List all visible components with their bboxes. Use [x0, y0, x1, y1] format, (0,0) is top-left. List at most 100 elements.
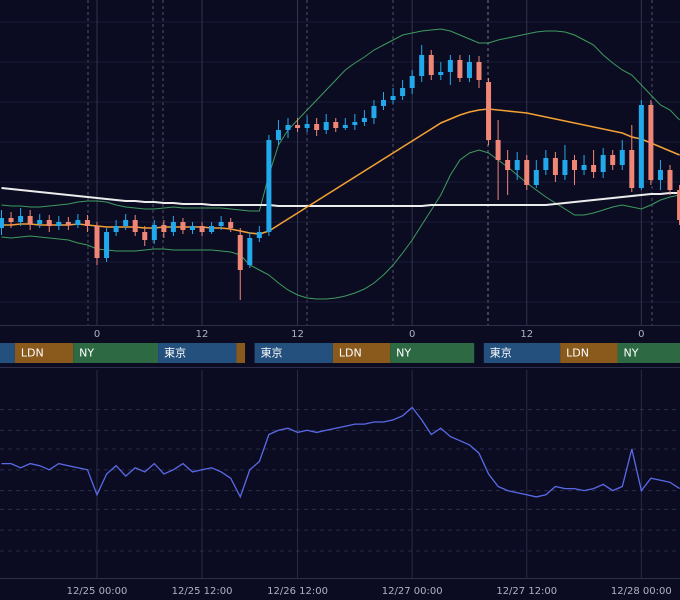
x-tick-label: 0 [409, 329, 415, 340]
candle-body [170, 222, 176, 232]
candle-body [447, 60, 453, 72]
candle-body [371, 106, 377, 118]
candle-body [505, 160, 511, 170]
candle-body [8, 218, 14, 222]
session-block [158, 343, 237, 363]
candle-body [266, 140, 272, 232]
candle-body [524, 160, 530, 185]
x-tick-label: 12/25 00:00 [67, 586, 128, 597]
candle-body [400, 88, 406, 96]
session-label: 東京 [164, 346, 186, 360]
session-block [483, 343, 561, 363]
candle-body [572, 160, 577, 170]
session-label: NY [79, 347, 94, 360]
session-label: LDN [21, 347, 44, 360]
candle-body [667, 170, 673, 190]
candle-body [466, 62, 472, 78]
x-tick-label: 12/28 00:00 [611, 586, 672, 597]
x-tick-label: 0 [638, 329, 644, 340]
candle-body [75, 220, 81, 225]
candle-body [151, 225, 157, 240]
candle-body [304, 124, 310, 128]
candle-body [84, 220, 90, 226]
session-block [332, 343, 391, 363]
candle-body [638, 105, 644, 188]
x-tick-label: 12/25 12:00 [172, 586, 233, 597]
session-block [254, 343, 333, 363]
candle-body [562, 160, 568, 175]
x-tick-label: 12 [196, 329, 209, 340]
session-block [236, 343, 246, 363]
candle-body [161, 225, 167, 232]
x-tick-label: 12/27 00:00 [382, 586, 443, 597]
candle-body [381, 100, 386, 106]
candle-body [333, 122, 339, 128]
candle-body [409, 76, 415, 88]
session-block [617, 343, 680, 363]
candle-body [476, 62, 482, 80]
candle-body [65, 222, 71, 225]
candle-body [27, 216, 33, 224]
candle-body [247, 238, 253, 265]
candle-body [218, 222, 224, 226]
candle-body [419, 55, 425, 76]
candle-body [285, 125, 291, 130]
session-label: 東京 [261, 346, 283, 360]
candle-body [323, 122, 329, 130]
x-tick-label: 12/26 12:00 [267, 586, 328, 597]
session-block [0, 343, 15, 363]
indicator-line [1, 187, 680, 207]
candle-body [657, 170, 663, 180]
session-label: LDN [566, 347, 589, 360]
candle-body [314, 124, 320, 130]
candle-body [581, 165, 587, 170]
session-label: 東京 [490, 346, 512, 360]
candle-body [514, 160, 520, 170]
candle-body [390, 96, 396, 100]
candle-body [113, 226, 119, 232]
candle-body [438, 72, 444, 75]
candle-body [180, 222, 186, 230]
candle-body [648, 105, 654, 180]
indicator-line [1, 28, 680, 212]
candle-body [142, 232, 148, 240]
candle-body [0, 218, 4, 228]
candle-body [552, 158, 558, 175]
candle-body [600, 155, 606, 172]
candle-body [352, 122, 358, 125]
x-tick-label: 12 [291, 329, 304, 340]
candle-body [486, 82, 492, 140]
candle-body [457, 60, 463, 78]
indicator-line [1, 149, 680, 300]
candle-body [275, 130, 281, 140]
session-block [560, 343, 618, 363]
candle-body [495, 140, 501, 160]
candle-body [342, 125, 348, 128]
candle-body [37, 220, 43, 224]
candle-body [361, 118, 367, 122]
candle-body [677, 190, 680, 220]
candle-body [104, 232, 110, 258]
x-tick-label: 12/27 12:00 [496, 586, 557, 597]
candle-body [619, 150, 625, 165]
candle-body [591, 165, 597, 172]
candle-body [629, 150, 635, 188]
session-block [14, 343, 74, 363]
oscillator-line [1, 406, 680, 499]
candle-body [237, 235, 243, 270]
candle-body [56, 222, 62, 226]
candle-body [428, 55, 434, 75]
candle-body [256, 232, 262, 238]
candle-body [543, 158, 549, 170]
session-dividers [87, 0, 653, 325]
candle-body [209, 226, 215, 232]
candle-body [610, 155, 616, 165]
candle-body [132, 220, 138, 232]
candle-body [18, 216, 24, 222]
candle-body [199, 226, 205, 232]
candle-body [295, 125, 301, 128]
candle-body [123, 220, 129, 226]
x-tick-label: 0 [94, 329, 100, 340]
